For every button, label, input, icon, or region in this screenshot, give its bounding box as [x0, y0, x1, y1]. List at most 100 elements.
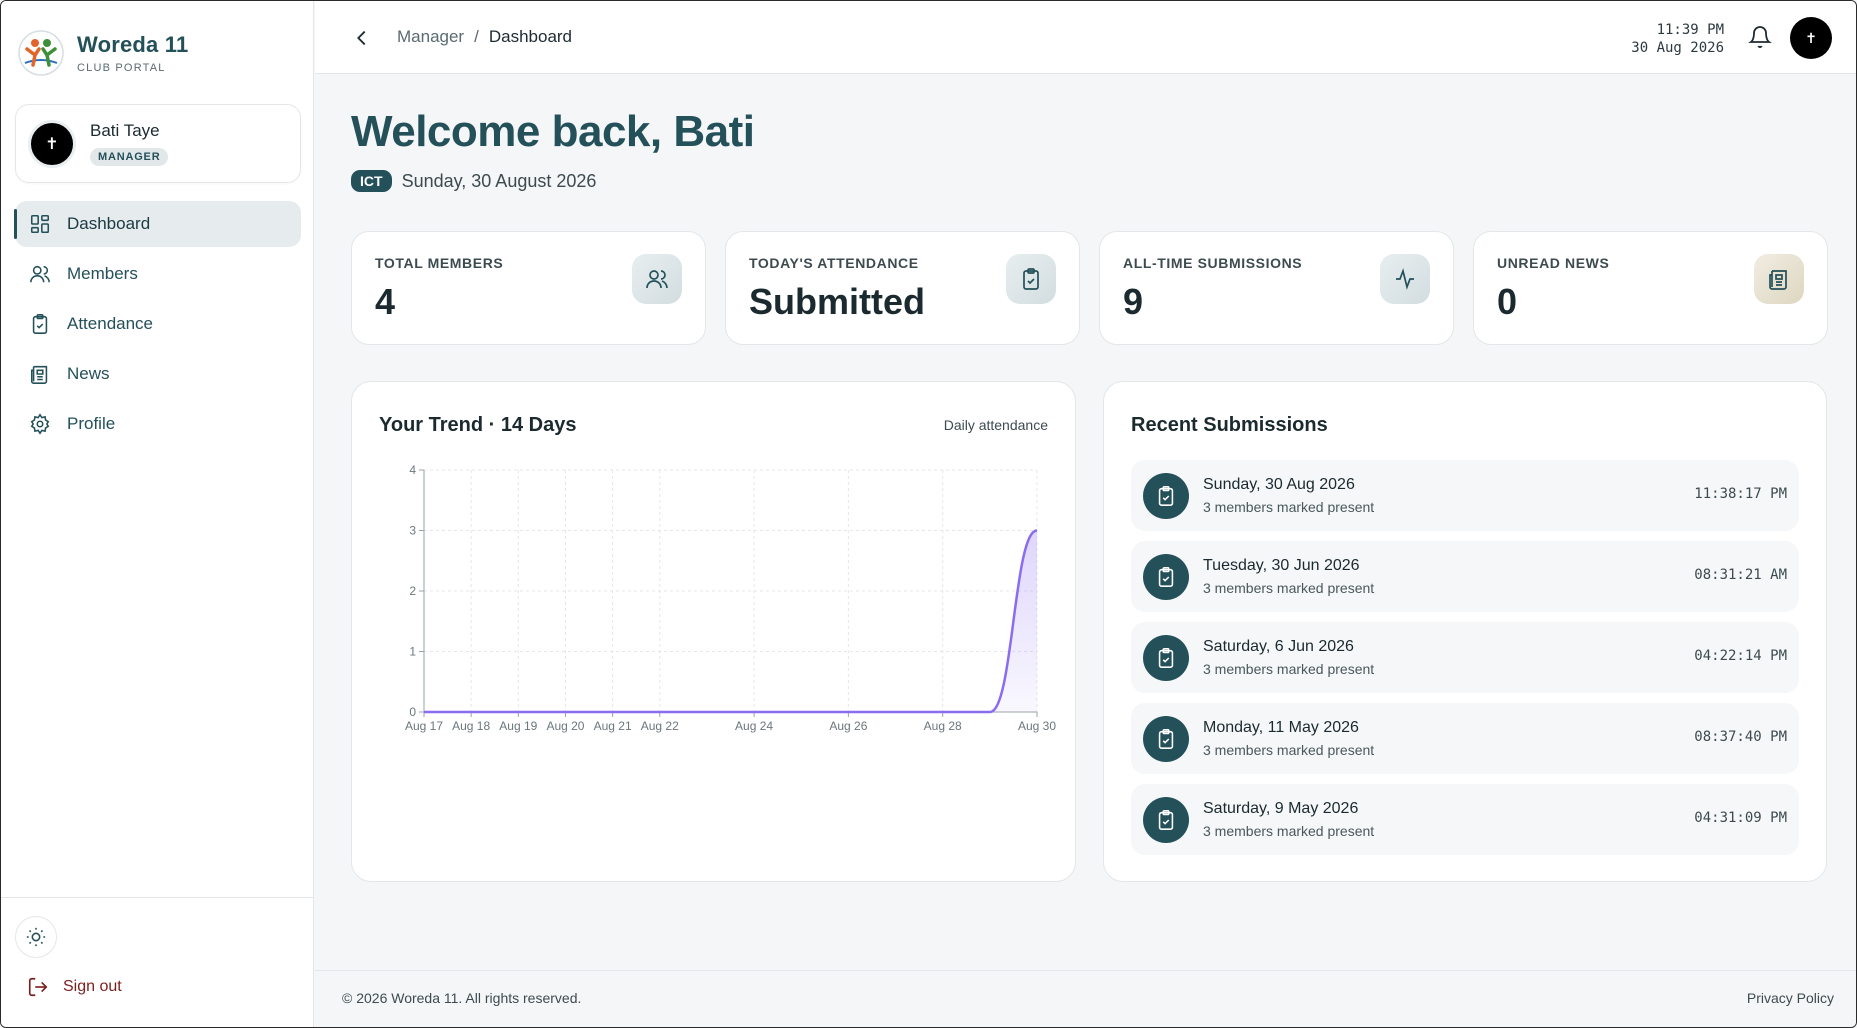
sidebar-item-attendance[interactable]: Attendance	[15, 301, 301, 347]
submission-time: 11:38:17 PM	[1694, 486, 1787, 502]
users-icon	[632, 254, 682, 304]
submission-note: 3 members marked present	[1203, 580, 1375, 596]
submission-note: 3 members marked present	[1203, 823, 1375, 839]
chevron-left-icon	[357, 30, 366, 46]
submission-time: 04:31:09 PM	[1694, 810, 1787, 826]
current-date: Sunday, 30 August 2026	[401, 170, 597, 191]
stat-value: Submitted	[749, 281, 925, 322]
list-item[interactable]: Tuesday, 30 Jun 2026 3 members marked pr…	[1131, 541, 1799, 612]
stat-value: 9	[1123, 281, 1144, 322]
submission-date: Sunday, 30 Aug 2026	[1203, 476, 1355, 493]
chart-x-tick-label: Aug 17	[405, 719, 443, 733]
stat-label: TOTAL MEMBERS	[375, 255, 504, 271]
brand-subtitle: CLUB PORTAL	[77, 62, 166, 74]
submission-date: Saturday, 9 May 2026	[1203, 800, 1359, 817]
gear-icon	[29, 413, 51, 435]
sign-out-button[interactable]: Sign out	[27, 976, 122, 998]
chart-x-tick-label: Aug 18	[452, 719, 490, 733]
grid-icon	[29, 213, 51, 235]
chart-x-tick-label: Aug 21	[594, 719, 632, 733]
stat-card-total-members: TOTAL MEMBERS 4	[351, 231, 706, 345]
breadcrumb-current: Dashboard	[488, 27, 573, 46]
sidebar-item-label: Attendance	[67, 314, 154, 333]
top-header: Manager / Dashboard 11:39 PM 30 Aug 2026…	[315, 1, 1856, 74]
chart-x-tick-label: Aug 26	[829, 719, 867, 733]
list-item[interactable]: Monday, 11 May 2026 3 members marked pre…	[1131, 703, 1799, 774]
newspaper-icon	[29, 363, 51, 385]
chart-y-tick-label: 0	[409, 705, 416, 719]
role-badge: MANAGER	[90, 148, 169, 166]
submission-note: 3 members marked present	[1203, 661, 1375, 677]
sidebar-footer: Sign out	[1, 897, 314, 1027]
clipboard-check-icon	[1143, 473, 1189, 519]
list-item[interactable]: Saturday, 9 May 2026 3 members marked pr…	[1131, 784, 1799, 855]
chart-x-tick-label: Aug 24	[735, 719, 773, 733]
user-card[interactable]: ✝ Bati Taye MANAGER	[15, 104, 301, 183]
club-logo-icon	[18, 30, 64, 76]
header-avatar[interactable]: ✝	[1790, 17, 1832, 59]
chart-x-tick-label: Aug 20	[546, 719, 584, 733]
stat-value: 4	[375, 281, 396, 322]
sidebar-item-members[interactable]: Members	[15, 251, 301, 297]
clipboard-check-icon	[29, 313, 51, 335]
theme-toggle-button[interactable]	[15, 916, 57, 958]
submission-date: Monday, 11 May 2026	[1203, 719, 1359, 736]
back-button[interactable]	[351, 27, 373, 49]
submission-note: 3 members marked present	[1203, 499, 1375, 515]
list-item[interactable]: Sunday, 30 Aug 2026 3 members marked pre…	[1131, 460, 1799, 531]
submission-date: Tuesday, 30 Jun 2026	[1203, 557, 1360, 574]
page-title: Welcome back, Bati	[351, 107, 755, 156]
newspaper-icon	[1754, 254, 1804, 304]
clock-date: 30 Aug 2026	[1631, 40, 1724, 56]
breadcrumb: Manager / Dashboard	[397, 27, 572, 47]
clipboard-check-icon	[1143, 554, 1189, 600]
sidebar-item-news[interactable]: News	[15, 351, 301, 397]
brand[interactable]: Woreda 11 CLUB PORTAL	[17, 29, 188, 77]
chart-x-tick-label: Aug 28	[924, 719, 962, 733]
breadcrumb-separator: /	[474, 27, 479, 46]
stat-card-unread-news: UNREAD NEWS 0	[1473, 231, 1828, 345]
list-item[interactable]: Saturday, 6 Jun 2026 3 members marked pr…	[1131, 622, 1799, 693]
recent-submissions-panel: Recent Submissions Sunday, 30 Aug 2026 3…	[1103, 381, 1827, 882]
stat-card-todays-attendance: TODAY'S ATTENDANCE Submitted	[725, 231, 1080, 345]
clipboard-check-icon	[1006, 254, 1056, 304]
sidebar-item-label: Profile	[67, 414, 116, 433]
clock-time: 11:39 PM	[1656, 22, 1724, 38]
sun-icon	[26, 927, 46, 947]
chart-y-tick-label: 1	[409, 645, 416, 659]
copyright: © 2026 Woreda 11. All rights reserved.	[342, 990, 582, 1006]
stat-label: UNREAD NEWS	[1497, 255, 1610, 271]
stat-card-all-time-submissions: ALL-TIME SUBMISSIONS 9	[1099, 231, 1454, 345]
trend-panel: Your Trend · 14 Days Daily attendance 0 1…	[351, 381, 1076, 882]
chart-area-fill	[424, 530, 1037, 712]
stat-value: 0	[1497, 281, 1518, 322]
sidebar: Woreda 11 CLUB PORTAL ✝ Bati Taye MANAGE…	[1, 1, 314, 1027]
user-name: Bati Taye	[90, 121, 160, 140]
breadcrumb-parent[interactable]: Manager	[397, 27, 465, 46]
sidebar-item-label: News	[67, 364, 110, 383]
sidebar-item-profile[interactable]: Profile	[15, 401, 301, 447]
date-line: ICT Sunday, 30 August 2026	[351, 170, 596, 192]
chart-y-tick-label: 4	[409, 463, 416, 477]
sidebar-nav: Dashboard Members Attendance News	[14, 201, 301, 451]
logout-icon	[28, 977, 48, 997]
sidebar-item-label: Members	[67, 264, 138, 283]
submission-time: 08:31:21 AM	[1694, 567, 1787, 583]
trend-chart[interactable]: 0 1 2 3 4 Aug 17 Aug 18 Aug 19 Aug 20 Aug 21 Aug 2…	[352, 382, 1077, 762]
bell-icon	[1748, 26, 1772, 48]
submissions-list: Sunday, 30 Aug 2026 3 members marked pre…	[1131, 460, 1799, 865]
users-icon	[29, 263, 51, 285]
clipboard-check-icon	[1143, 716, 1189, 762]
sidebar-item-label: Dashboard	[67, 214, 151, 233]
header-clock: 11:39 PM 30 Aug 2026	[1631, 21, 1724, 57]
chart-y-tick-label: 2	[409, 584, 416, 598]
avatar: ✝	[28, 119, 76, 168]
sign-out-label: Sign out	[63, 978, 122, 995]
submission-date: Saturday, 6 Jun 2026	[1203, 638, 1354, 655]
privacy-policy-link[interactable]: Privacy Policy	[1746, 990, 1834, 1006]
sidebar-item-dashboard[interactable]: Dashboard	[14, 201, 301, 247]
trend-title: Your Trend · 14 Days	[379, 414, 577, 436]
clipboard-check-icon	[1143, 635, 1189, 681]
notifications-button[interactable]	[1748, 25, 1772, 49]
